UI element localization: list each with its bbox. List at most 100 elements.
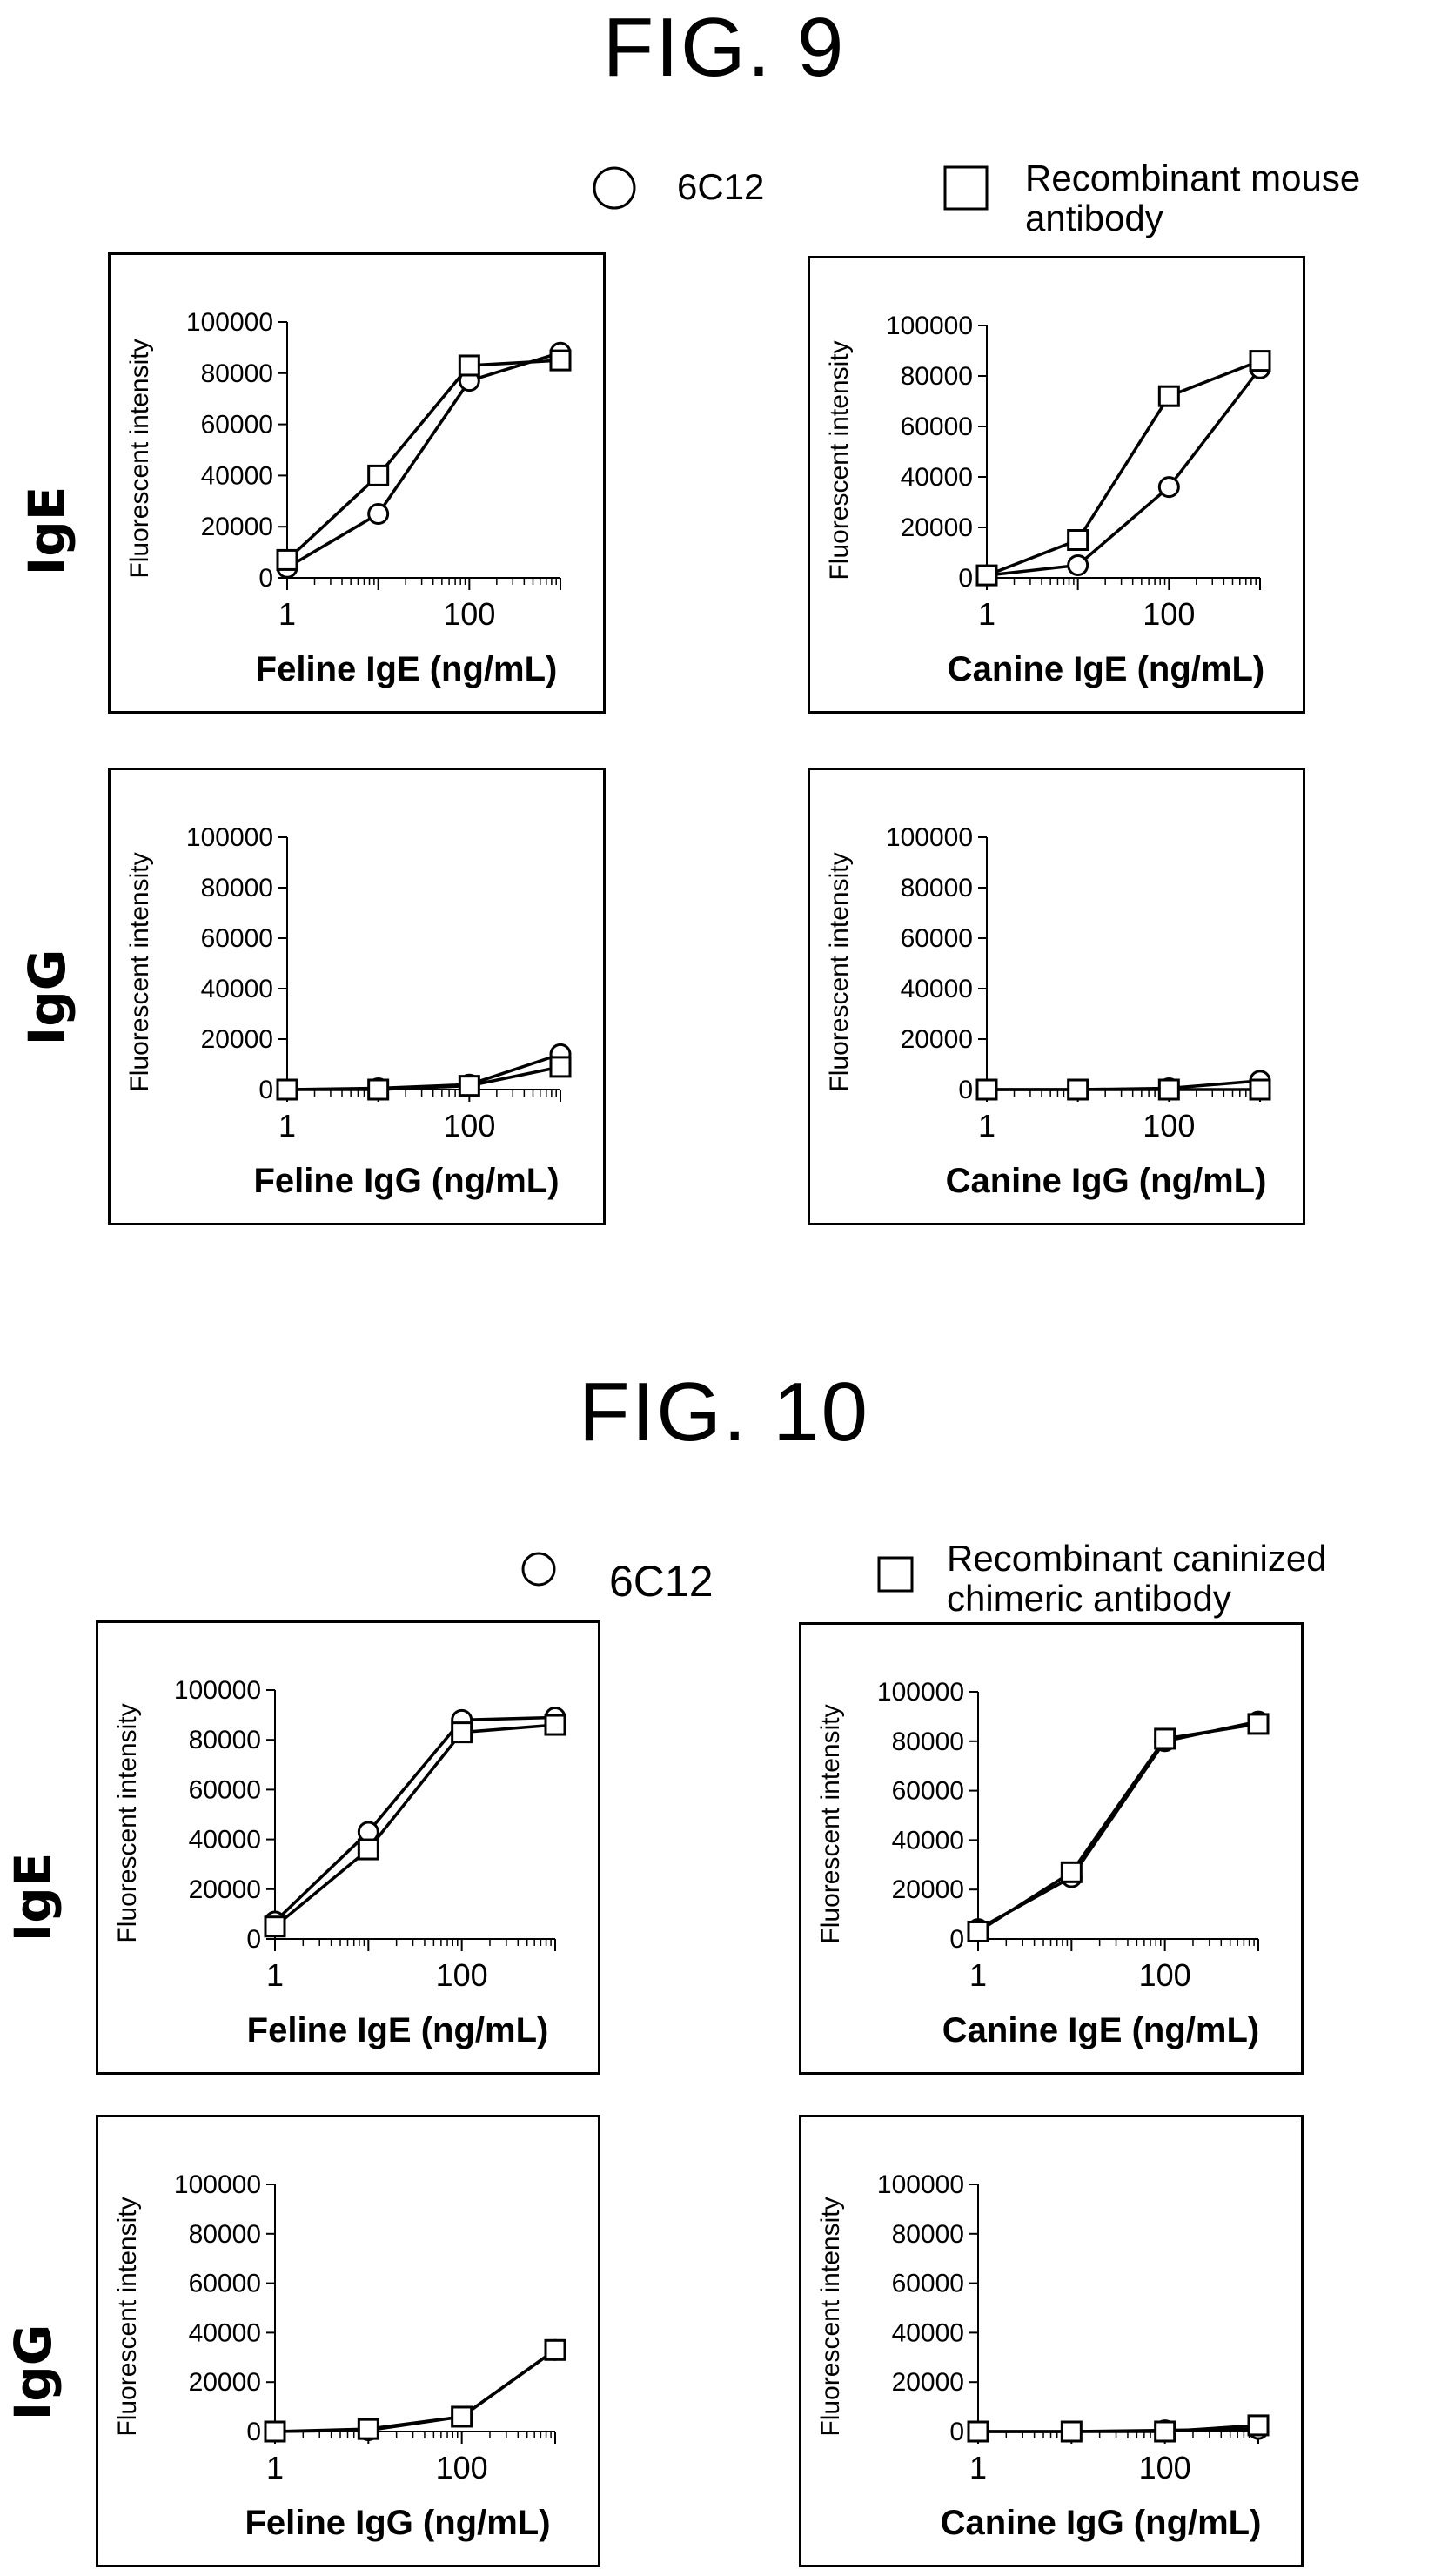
series-line-square (287, 1065, 561, 1091)
y-tick-label: 20000 (901, 513, 973, 542)
data-point-square (451, 1721, 473, 1744)
series-line-circle (274, 2348, 557, 2433)
data-point-square (264, 2420, 286, 2443)
y-tick-label: 40000 (189, 2318, 261, 2347)
chart-frame (96, 1620, 600, 2075)
x-tick-label: 100 (443, 1108, 495, 1144)
y-tick-label: 100000 (886, 312, 973, 340)
data-point-square (975, 564, 998, 587)
chart-fig9-feline-igg: 0 20000 40000 60000 80000 100000 1 100 Feline Ig… (108, 768, 606, 1225)
chart-fig10-feline-igg: 0 20000 40000 60000 80000 100000 1 100 Feline Ig… (96, 2115, 600, 2567)
y-tick-label: 0 (949, 1925, 964, 1954)
data-point-square (1067, 1078, 1089, 1101)
y-tick-label: 0 (258, 564, 273, 593)
data-point-square (1157, 385, 1180, 407)
chart-frame (808, 768, 1305, 1225)
y-tick-label: 60000 (189, 1775, 261, 1804)
series-line-circle (977, 1720, 1259, 1931)
series-line-square (978, 2424, 1259, 2433)
y-tick-label: 60000 (201, 924, 273, 953)
chart-frame (108, 768, 606, 1225)
data-point-square (264, 1915, 286, 1938)
y-axis-label: Fluorescent intensity (125, 852, 154, 1091)
y-tick-label: 0 (949, 2418, 964, 2446)
chart-frame (96, 2115, 600, 2567)
chart-frame (799, 1622, 1304, 2075)
data-point-circle (1157, 476, 1180, 499)
series-line-circle (286, 351, 561, 569)
data-point-square (1247, 1713, 1270, 1735)
fig10-legend-square-icon (877, 1556, 914, 1593)
y-axis-label: Fluorescent intensity (113, 2197, 142, 2436)
fig10-title: FIG. 10 (578, 1365, 870, 1459)
fig10-legend-label-recombinant-line1: Recombinant caninized (947, 1538, 1327, 1579)
data-point-square (458, 1075, 480, 1097)
y-tick-label: 40000 (901, 463, 973, 492)
y-tick-label: 60000 (892, 1777, 964, 1806)
data-point-square (1249, 350, 1271, 372)
y-axis-label: Fluorescent intensity (113, 1703, 142, 1942)
y-tick-label: 0 (246, 1925, 261, 1954)
series-line-square (274, 2348, 557, 2433)
fig9-row-label-igg: IgG (17, 949, 77, 1046)
x-tick-label: 1 (266, 2450, 284, 2485)
y-tick-label: 80000 (901, 362, 973, 391)
chart-fig10-feline-ige: 0 20000 40000 60000 80000 100000 1 100 Feline Ig… (96, 1620, 600, 2075)
data-point-square (544, 2338, 566, 2361)
data-point-square (1154, 2420, 1176, 2443)
y-tick-label: 20000 (901, 1025, 973, 1054)
series-line-circle (273, 1715, 556, 1923)
data-point-square (276, 1078, 298, 1101)
y-tick-label: 80000 (892, 1727, 964, 1756)
y-tick-label: 20000 (892, 1875, 964, 1904)
y-tick-label: 60000 (901, 924, 973, 953)
data-point-square (1249, 1078, 1271, 1101)
data-point-square (367, 464, 390, 486)
chart-frame (808, 256, 1305, 714)
data-point-square (549, 1056, 572, 1078)
x-tick-label: 1 (969, 1957, 987, 1993)
data-point-circle (1067, 554, 1089, 576)
y-tick-label: 80000 (189, 2220, 261, 2249)
fig10-row-label-igg: IgG (3, 2324, 63, 2421)
y-tick-label: 20000 (201, 513, 273, 541)
y-tick-label: 20000 (189, 1875, 261, 1904)
y-tick-label: 20000 (201, 1025, 273, 1054)
x-tick-label: 1 (978, 596, 996, 632)
data-point-square (975, 1078, 998, 1101)
data-point-square (1060, 1861, 1083, 1883)
y-tick-label: 100000 (174, 2170, 261, 2199)
fig10-legend-circle-icon (521, 1552, 556, 1587)
data-point-square (458, 354, 480, 377)
data-point-square (1060, 2420, 1083, 2443)
fig9-legend-label-6c12: 6C12 (677, 166, 765, 207)
series-line-square (273, 1723, 556, 1929)
data-point-square (1067, 529, 1089, 551)
data-point-square (967, 2420, 989, 2443)
y-axis-label: Fluorescent intensity (125, 339, 154, 578)
series-line-circle (286, 1052, 561, 1091)
y-axis-label: Fluorescent intensity (825, 852, 854, 1091)
data-point-square (1157, 1078, 1180, 1101)
x-tick-label: 100 (1143, 1108, 1195, 1144)
chart-fig10-canine-ige: 0 20000 40000 60000 80000 100000 1 100 Canine Ig… (799, 1622, 1304, 2075)
x-axis-label: Canine IgG (ng/mL) (946, 1162, 1267, 1200)
y-axis-label: Fluorescent intensity (816, 1704, 845, 1943)
y-tick-label: 40000 (201, 461, 273, 490)
y-tick-label: 20000 (189, 2368, 261, 2397)
y-axis-label: Fluorescent intensity (825, 340, 854, 580)
x-tick-label: 100 (436, 1957, 488, 1993)
data-point-square (1247, 2414, 1270, 2437)
y-tick-label: 100000 (174, 1676, 261, 1705)
x-axis-label: Feline IgG (ng/mL) (253, 1162, 559, 1200)
x-axis-label: Feline IgG (ng/mL) (245, 2504, 550, 2542)
y-tick-label: 40000 (892, 1826, 964, 1855)
y-tick-label: 80000 (901, 874, 973, 902)
y-tick-label: 0 (958, 1076, 973, 1104)
chart-fig9-canine-ige: 0 20000 40000 60000 80000 100000 1 100 Canine Ig… (808, 256, 1305, 714)
series-line-square (285, 359, 561, 561)
x-tick-label: 1 (969, 2450, 987, 2485)
y-tick-label: 80000 (892, 2220, 964, 2249)
y-tick-label: 60000 (901, 413, 973, 441)
y-tick-label: 20000 (892, 2368, 964, 2397)
